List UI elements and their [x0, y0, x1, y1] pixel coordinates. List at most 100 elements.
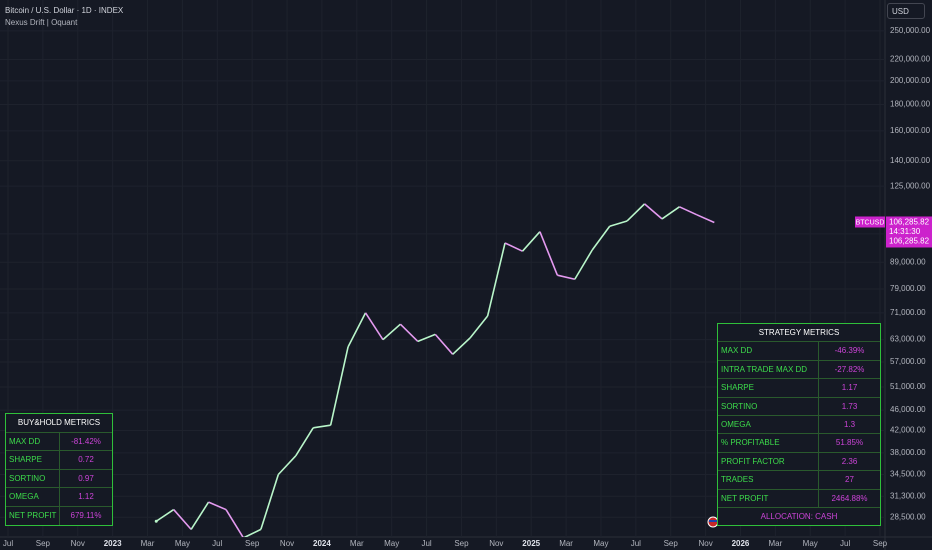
metric-label: NET PROFIT	[6, 506, 60, 525]
metric-value: 1.73	[841, 401, 858, 411]
y-tick-label: 220,000.00	[890, 55, 931, 64]
axes: 28,500.00 31,300.00 34,500.00 38,000.00 42,0…	[3, 26, 931, 548]
price-segment	[486, 242, 506, 317]
y-tick-label: 51,000.00	[890, 382, 926, 391]
indicator-name: Nexus Drift | Oquant	[5, 18, 78, 27]
x-tick-label: May	[803, 539, 818, 548]
price-segment	[295, 427, 314, 457]
metric-value: 1.17	[841, 383, 858, 393]
metric-label: PROFIT FACTOR	[718, 452, 819, 471]
price-segment	[347, 312, 367, 348]
plot	[154, 203, 715, 537]
price-tag-axis: 106,285.82	[889, 237, 930, 246]
table-row: TRADES 27	[718, 470, 880, 489]
y-tick-label: 57,000.00	[890, 357, 926, 366]
table-row: NET PROFIT 2464.88%	[718, 488, 880, 507]
table-row: MAX DD -81.42%	[6, 431, 112, 451]
price-segment	[277, 455, 297, 476]
x-tick-label: May	[175, 539, 190, 548]
x-tick-label: Mar	[559, 539, 573, 548]
table-row: % PROFITABLE 51.85%	[718, 433, 880, 452]
x-tick-label: Jul	[212, 539, 222, 548]
y-tick-label: 42,000.00	[890, 426, 926, 435]
metric-label: SORTINO	[718, 397, 819, 415]
countdown: 14:31:30	[889, 227, 921, 236]
symbol-tag: BTCUSD	[856, 219, 885, 226]
y-tick-label: 63,000.00	[890, 335, 926, 344]
table-header-row: STRATEGY METRICS	[718, 324, 880, 341]
y-tick-label: 71,000.00	[890, 308, 926, 317]
x-tick-label: Jul	[631, 539, 641, 548]
y-tick-label: 31,300.00	[890, 491, 926, 500]
table-row: NET PROFIT 679.11%	[6, 505, 112, 525]
x-tick-label: Mar	[768, 539, 782, 548]
x-tick-label: 2023	[104, 539, 122, 548]
x-tick-label: 2026	[732, 539, 750, 548]
table-title: STRATEGY METRICS	[758, 328, 840, 337]
strategy-table: STRATEGY METRICS MAX DD -46.39% INTRA TRADE…	[717, 323, 881, 527]
price-segment	[696, 214, 715, 224]
metric-value: 51.85%	[835, 438, 864, 448]
price-segment	[417, 333, 436, 343]
price-segment	[399, 323, 419, 342]
x-tick-label: Mar	[350, 539, 364, 548]
metric-value: 679.11%	[70, 510, 102, 520]
price-segment	[626, 203, 646, 222]
table-row: MAX DD -46.39%	[718, 341, 880, 360]
y-tick-label: 89,000.00	[890, 257, 926, 266]
price-segment	[679, 206, 698, 216]
y-tick-label: 46,000.00	[890, 405, 926, 414]
x-tick-label: Sep	[36, 539, 51, 548]
x-tick-label: 2024	[313, 539, 331, 548]
price-segment	[155, 508, 175, 522]
x-tick-label: Nov	[71, 539, 85, 548]
metric-value: 1.12	[78, 492, 94, 502]
price-segment	[557, 274, 575, 281]
price-segment	[452, 337, 471, 355]
metric-value: 0.72	[78, 455, 94, 465]
x-tick-label: Jul	[3, 539, 13, 548]
y-tick-label: 79,000.00	[890, 284, 926, 293]
y-tick-label: 140,000.00	[890, 156, 931, 165]
x-tick-label: Sep	[454, 539, 469, 548]
y-tick-label: 180,000.00	[890, 100, 931, 109]
x-tick-label: Jul	[840, 539, 850, 548]
metric-label: OMEGA	[6, 488, 60, 506]
price-tag-box	[886, 216, 932, 248]
symbol-tag-box	[855, 216, 885, 228]
x-tick-label: Jul	[421, 539, 431, 548]
x-tick-label: Mar	[141, 539, 155, 548]
y-tick-label: 125,000.00	[890, 181, 931, 190]
price-segment	[591, 225, 611, 251]
table-row: SHARPE 1.17	[718, 378, 880, 397]
x-tick-label: Sep	[664, 539, 679, 548]
metric-label: OMEGA	[718, 415, 819, 434]
x-tick-label: Nov	[489, 539, 503, 548]
metric-label: NET PROFIT	[718, 489, 819, 507]
price-segment	[313, 424, 331, 429]
metric-value: 27	[845, 475, 854, 485]
metric-value: -81.42%	[71, 436, 101, 446]
price-segment	[364, 312, 384, 341]
table-row: OMEGA 1.12	[6, 487, 112, 506]
table-row: SORTINO 0.97	[6, 468, 112, 488]
metric-value: 2.36	[841, 456, 858, 466]
price-segment	[208, 501, 227, 511]
x-tick-label: Nov	[698, 539, 712, 548]
y-tick-label: 34,500.00	[890, 470, 926, 479]
price-segment	[329, 346, 349, 426]
price-segment	[504, 242, 523, 252]
price-segment	[434, 333, 454, 355]
price-segment	[644, 203, 663, 220]
table-row: ALLOCATION: CASH	[718, 506, 880, 525]
currency-button[interactable]: USD	[887, 3, 925, 19]
table-row: PROFIT FACTOR 2.36	[718, 451, 880, 471]
x-tick-label: May	[593, 539, 608, 548]
table-row: OMEGA 1.3	[718, 414, 880, 434]
metric-label: SHARPE	[718, 379, 819, 397]
y-tick-label: 250,000.00	[890, 26, 931, 35]
symbol-title: Bitcoin / U.S. Dollar · 1D · INDEX	[5, 6, 124, 15]
y-tick-label: 160,000.00	[890, 126, 931, 135]
metric-label: INTRA TRADE MAX DD	[718, 360, 819, 379]
x-tick-label: 2025	[522, 539, 540, 548]
